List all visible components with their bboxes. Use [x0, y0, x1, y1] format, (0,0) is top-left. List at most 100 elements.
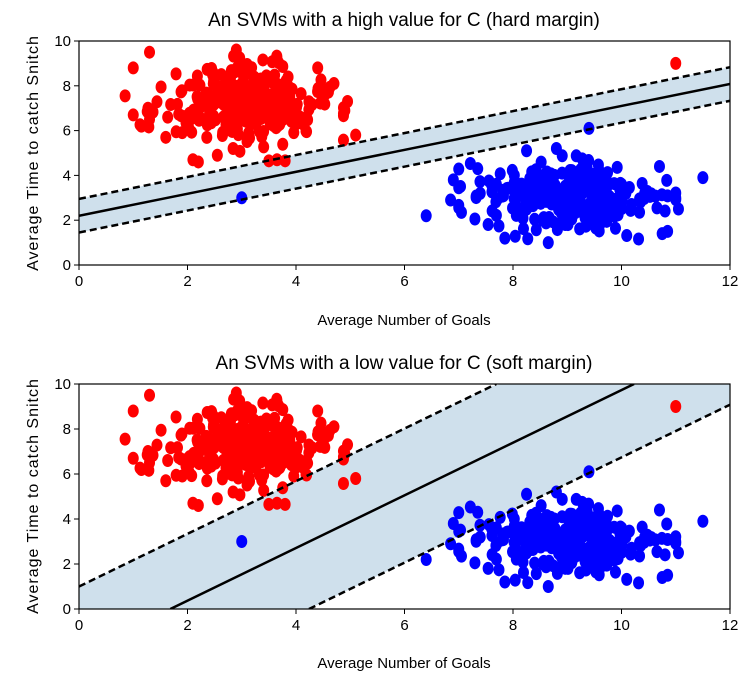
x-tick-label: 4: [292, 617, 300, 634]
data-point: [342, 438, 354, 452]
data-point: [144, 388, 156, 402]
data-point: [420, 209, 432, 223]
data-point: [303, 438, 315, 452]
data-point: [672, 546, 684, 560]
data-point: [277, 137, 289, 151]
y-tick-label: 0: [63, 257, 71, 274]
data-point: [634, 205, 646, 219]
data-point: [142, 101, 154, 115]
x-tick-label: 0: [75, 273, 83, 290]
data-point: [517, 222, 529, 236]
data-point: [614, 176, 626, 190]
data-point: [328, 77, 340, 91]
data-point: [211, 148, 223, 162]
x-tick-label: 10: [613, 617, 630, 634]
data-point: [231, 122, 243, 136]
data-point: [661, 173, 673, 187]
data-point: [555, 527, 567, 541]
decision-boundary-line: [79, 82, 730, 217]
data-point: [328, 420, 340, 434]
data-point: [257, 396, 269, 410]
data-point: [249, 442, 261, 456]
data-point: [188, 103, 200, 117]
data-point: [625, 203, 637, 217]
data-point: [653, 159, 665, 173]
data-point: [301, 125, 313, 139]
decision-boundary-line: [169, 384, 635, 609]
data-point: [614, 520, 626, 534]
data-point: [590, 556, 602, 570]
data-point: [350, 128, 362, 142]
y-axis-label: Average Time to catch Snitch: [25, 35, 42, 271]
data-point: [180, 116, 192, 130]
data-point: [244, 131, 256, 145]
data-point: [227, 485, 239, 499]
data-point: [534, 534, 546, 548]
data-point: [162, 453, 174, 467]
data-point: [556, 166, 568, 180]
data-point: [509, 192, 521, 206]
data-point: [555, 183, 567, 197]
data-point: [276, 434, 288, 448]
data-point: [482, 218, 494, 232]
data-point: [538, 211, 550, 225]
data-point: [144, 456, 156, 470]
data-point: [285, 451, 297, 465]
data-point: [697, 514, 709, 528]
data-point: [605, 199, 617, 213]
data-point: [611, 504, 623, 518]
data-point: [572, 541, 584, 555]
data-point: [162, 110, 174, 124]
data-point: [609, 565, 621, 579]
data-point: [295, 430, 307, 444]
data-point: [263, 497, 275, 511]
data-point: [472, 505, 484, 519]
data-point: [593, 568, 605, 582]
data-point: [585, 186, 597, 200]
data-point: [494, 167, 506, 181]
data-point: [496, 189, 508, 203]
data-point: [653, 503, 665, 517]
margin-upper-line: [79, 384, 497, 588]
data-point: [151, 438, 163, 452]
data-point: [203, 431, 215, 445]
data-point: [530, 567, 542, 581]
data-point: [264, 460, 276, 474]
data-point: [697, 171, 709, 185]
data-point: [258, 140, 270, 154]
data-point: [194, 421, 206, 435]
data-point: [249, 99, 261, 113]
data-point: [496, 533, 508, 547]
data-point: [188, 446, 200, 460]
data-point: [447, 173, 459, 187]
x-axis-label: Average Number of Goals: [317, 312, 490, 329]
data-point: [242, 407, 254, 421]
data-point: [600, 181, 612, 195]
y-tick-label: 10: [54, 33, 71, 50]
data-point: [271, 49, 283, 63]
data-point: [583, 465, 595, 479]
data-point: [135, 463, 147, 476]
data-point: [516, 177, 528, 191]
data-point: [609, 221, 621, 235]
data-point: [621, 229, 633, 243]
data-point: [602, 509, 614, 523]
data-point: [266, 431, 278, 445]
data-point: [565, 515, 577, 529]
x-tick-label: 2: [183, 273, 191, 290]
data-point: [455, 205, 467, 219]
data-point: [594, 537, 606, 551]
data-point: [276, 91, 288, 105]
data-point: [160, 130, 172, 144]
data-point: [176, 469, 188, 483]
data-point: [312, 404, 324, 418]
data-point: [271, 496, 283, 510]
data-point: [556, 510, 568, 524]
data-point: [611, 160, 623, 174]
data-point: [205, 405, 217, 419]
data-point: [171, 441, 183, 455]
data-point: [542, 580, 554, 593]
data-point: [229, 65, 241, 79]
plot-area: [79, 43, 730, 250]
data-point: [639, 186, 651, 200]
